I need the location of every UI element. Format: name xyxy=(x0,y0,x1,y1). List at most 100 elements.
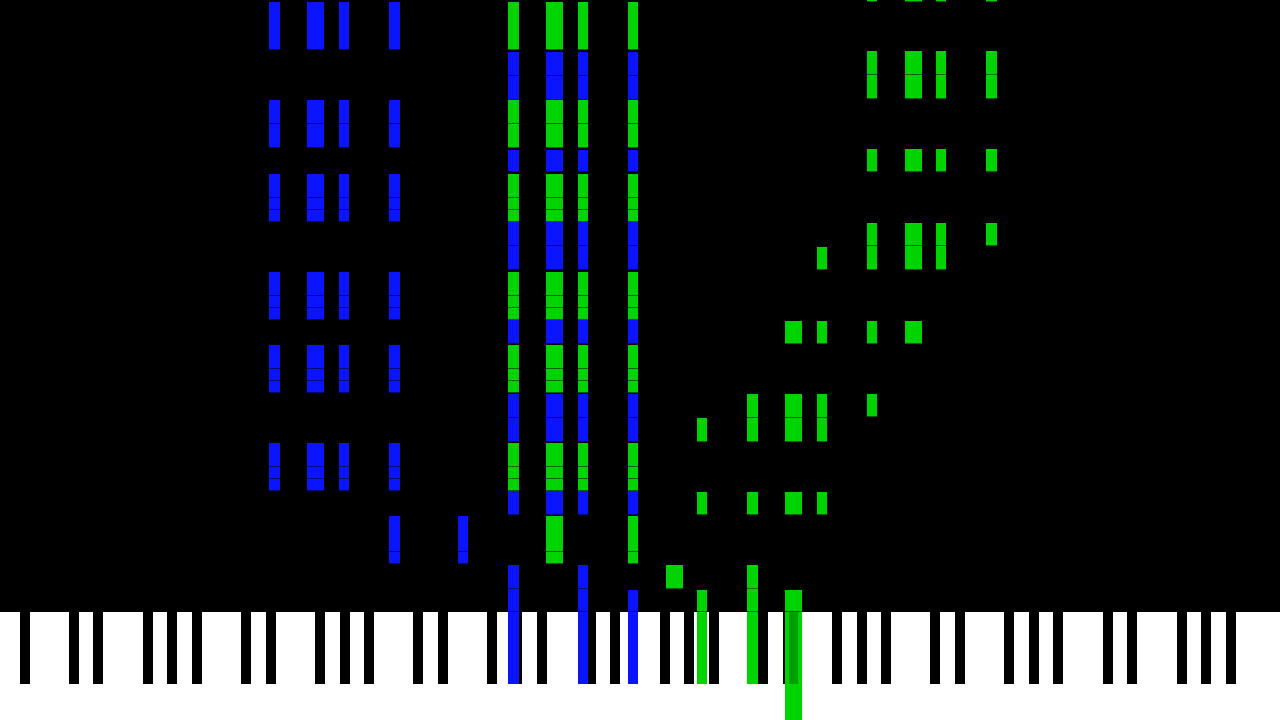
falling-note xyxy=(508,565,519,589)
black-key[interactable] xyxy=(1177,612,1187,684)
falling-note xyxy=(578,100,588,124)
falling-note xyxy=(458,516,468,552)
black-key[interactable] xyxy=(955,612,965,684)
falling-note xyxy=(905,51,922,75)
falling-note xyxy=(697,590,707,612)
black-key[interactable] xyxy=(340,612,350,684)
falling-note xyxy=(339,2,349,50)
falling-note xyxy=(389,272,400,296)
black-key[interactable] xyxy=(93,612,103,684)
falling-note xyxy=(339,381,349,393)
black-key[interactable] xyxy=(192,612,202,684)
black-key[interactable] xyxy=(930,612,940,684)
falling-note xyxy=(546,222,563,246)
black-key[interactable] xyxy=(881,612,891,684)
falling-note xyxy=(508,467,519,479)
pressed-key[interactable] xyxy=(789,612,798,684)
falling-note xyxy=(508,394,519,418)
black-key[interactable] xyxy=(537,612,547,684)
falling-note xyxy=(269,100,280,124)
black-key[interactable] xyxy=(438,612,448,684)
black-key[interactable] xyxy=(1103,612,1113,684)
falling-note xyxy=(508,124,519,148)
pressed-key[interactable] xyxy=(578,612,588,684)
falling-note xyxy=(389,516,400,552)
falling-note xyxy=(936,0,946,2)
falling-note xyxy=(269,443,280,467)
black-key[interactable] xyxy=(266,612,276,684)
black-key[interactable] xyxy=(709,612,719,684)
falling-note xyxy=(747,394,758,418)
falling-note xyxy=(546,308,563,320)
black-key[interactable] xyxy=(1127,612,1137,684)
falling-note xyxy=(389,381,400,393)
falling-note xyxy=(867,51,877,75)
black-key[interactable] xyxy=(364,612,374,684)
falling-note xyxy=(628,381,638,393)
black-key[interactable] xyxy=(413,612,423,684)
pressed-key[interactable] xyxy=(508,612,519,684)
falling-note xyxy=(628,394,638,418)
black-key[interactable] xyxy=(143,612,153,684)
falling-note xyxy=(508,443,519,467)
falling-note xyxy=(628,590,638,612)
falling-note xyxy=(986,149,997,172)
falling-note xyxy=(546,210,563,222)
falling-note xyxy=(389,552,400,564)
falling-note xyxy=(578,174,588,198)
pressed-key[interactable] xyxy=(747,612,758,684)
black-key[interactable] xyxy=(758,612,768,684)
black-key[interactable] xyxy=(20,612,30,684)
black-key[interactable] xyxy=(832,612,842,684)
falling-note xyxy=(747,418,758,442)
falling-note xyxy=(307,479,324,491)
falling-note xyxy=(339,174,349,198)
falling-note xyxy=(546,52,563,76)
falling-note xyxy=(389,296,400,308)
falling-note xyxy=(546,2,563,50)
falling-note xyxy=(628,210,638,222)
falling-note xyxy=(508,589,519,612)
black-key[interactable] xyxy=(610,612,620,684)
black-key[interactable] xyxy=(167,612,177,684)
falling-note xyxy=(817,394,827,418)
black-key[interactable] xyxy=(1201,612,1211,684)
falling-note xyxy=(628,296,638,308)
black-key[interactable] xyxy=(684,612,694,684)
falling-note xyxy=(307,174,324,198)
falling-note xyxy=(546,76,563,100)
black-key[interactable] xyxy=(857,612,867,684)
falling-note xyxy=(546,272,563,296)
falling-note xyxy=(578,345,588,369)
falling-note xyxy=(546,381,563,393)
black-key[interactable] xyxy=(241,612,251,684)
pressed-key[interactable] xyxy=(697,612,707,684)
black-key[interactable] xyxy=(1004,612,1014,684)
falling-note xyxy=(578,2,588,50)
black-key[interactable] xyxy=(487,612,497,684)
black-key[interactable] xyxy=(586,612,596,684)
black-key[interactable] xyxy=(315,612,325,684)
falling-note xyxy=(508,491,519,515)
pressed-key[interactable] xyxy=(628,612,638,684)
black-key[interactable] xyxy=(69,612,79,684)
falling-note xyxy=(628,491,638,515)
black-key[interactable] xyxy=(1226,612,1236,684)
falling-note xyxy=(628,320,638,344)
falling-note xyxy=(817,418,827,442)
falling-note xyxy=(817,321,827,344)
falling-note xyxy=(458,552,468,564)
falling-note xyxy=(339,479,349,491)
black-key[interactable] xyxy=(660,612,670,684)
falling-note xyxy=(269,174,280,198)
falling-note xyxy=(339,467,349,479)
piano-keyboard[interactable] xyxy=(0,612,1280,720)
falling-note xyxy=(546,394,563,418)
falling-note xyxy=(389,2,400,50)
falling-note xyxy=(339,308,349,320)
falling-note xyxy=(546,296,563,308)
falling-note xyxy=(578,222,588,246)
black-key[interactable] xyxy=(1029,612,1039,684)
falling-note xyxy=(578,52,588,76)
black-key[interactable] xyxy=(1053,612,1063,684)
